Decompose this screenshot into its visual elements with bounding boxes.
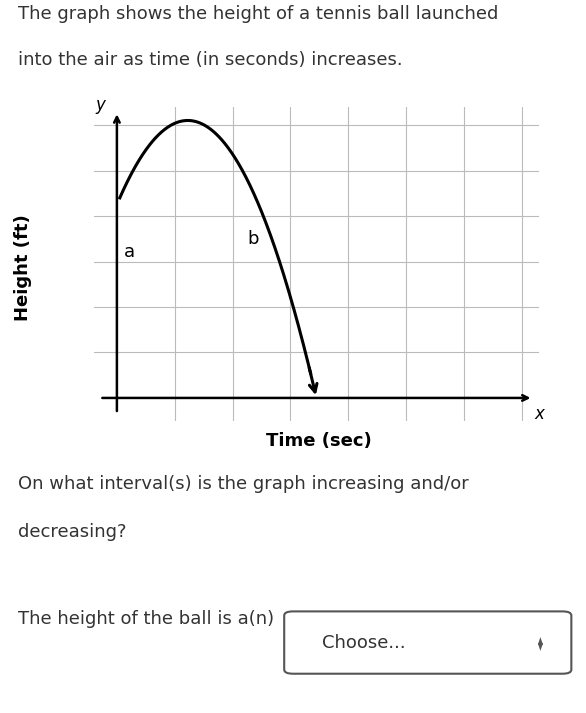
Text: On what interval(s) is the graph increasing and/or: On what interval(s) is the graph increas… [18,475,468,493]
Text: Time (sec): Time (sec) [267,432,372,450]
Text: y: y [96,96,105,114]
Text: Height (ft): Height (ft) [15,214,32,321]
Text: into the air as time (in seconds) increases.: into the air as time (in seconds) increa… [18,51,402,69]
Text: Choose...: Choose... [322,634,406,652]
Text: The graph shows the height of a tennis ball launched: The graph shows the height of a tennis b… [18,5,498,23]
Text: a: a [124,243,135,262]
Text: ◄►: ◄► [535,635,545,650]
Text: The height of the ball is a(n): The height of the ball is a(n) [18,610,274,628]
Text: x: x [534,405,544,423]
FancyBboxPatch shape [284,612,571,674]
Text: decreasing?: decreasing? [18,523,126,541]
Text: b: b [247,230,258,248]
